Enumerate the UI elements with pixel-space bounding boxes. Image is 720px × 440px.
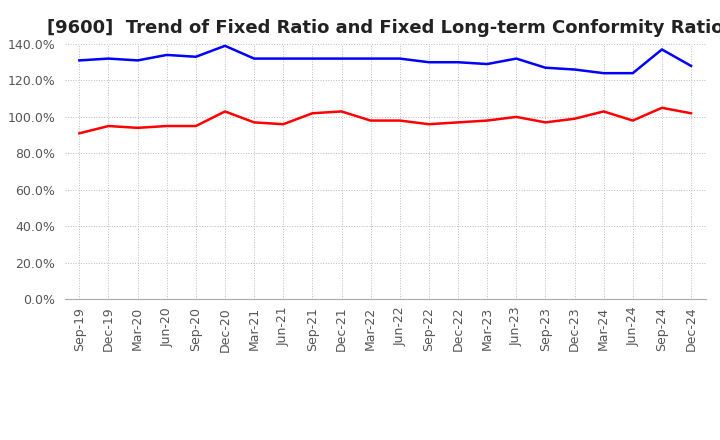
Line: Fixed Ratio: Fixed Ratio	[79, 46, 691, 73]
Fixed Ratio	[483, 62, 492, 67]
Fixed Ratio	[570, 67, 579, 72]
Fixed Long-term Conformity Ratio	[104, 123, 113, 128]
Fixed Long-term Conformity Ratio	[250, 120, 258, 125]
Fixed Ratio	[599, 70, 608, 76]
Fixed Ratio	[104, 56, 113, 61]
Fixed Long-term Conformity Ratio	[337, 109, 346, 114]
Fixed Ratio	[687, 63, 696, 69]
Fixed Long-term Conformity Ratio	[541, 120, 550, 125]
Fixed Long-term Conformity Ratio	[454, 120, 462, 125]
Fixed Ratio	[425, 59, 433, 65]
Fixed Long-term Conformity Ratio	[75, 131, 84, 136]
Fixed Long-term Conformity Ratio	[395, 118, 404, 123]
Fixed Ratio	[395, 56, 404, 61]
Fixed Ratio	[629, 70, 637, 76]
Fixed Long-term Conformity Ratio	[425, 121, 433, 127]
Fixed Ratio	[133, 58, 142, 63]
Fixed Ratio	[163, 52, 171, 58]
Legend: Fixed Ratio, Fixed Long-term Conformity Ratio: Fixed Ratio, Fixed Long-term Conformity …	[165, 439, 606, 440]
Fixed Long-term Conformity Ratio	[366, 118, 375, 123]
Fixed Long-term Conformity Ratio	[163, 123, 171, 128]
Fixed Ratio	[366, 56, 375, 61]
Fixed Long-term Conformity Ratio	[220, 109, 229, 114]
Fixed Ratio	[75, 58, 84, 63]
Line: Fixed Long-term Conformity Ratio: Fixed Long-term Conformity Ratio	[79, 108, 691, 133]
Fixed Long-term Conformity Ratio	[308, 110, 317, 116]
Fixed Long-term Conformity Ratio	[687, 110, 696, 116]
Fixed Long-term Conformity Ratio	[133, 125, 142, 131]
Fixed Long-term Conformity Ratio	[483, 118, 492, 123]
Fixed Long-term Conformity Ratio	[279, 121, 287, 127]
Fixed Ratio	[308, 56, 317, 61]
Fixed Long-term Conformity Ratio	[657, 105, 666, 110]
Fixed Ratio	[512, 56, 521, 61]
Fixed Ratio	[220, 43, 229, 48]
Fixed Long-term Conformity Ratio	[629, 118, 637, 123]
Fixed Ratio	[454, 59, 462, 65]
Fixed Long-term Conformity Ratio	[192, 123, 200, 128]
Fixed Ratio	[657, 47, 666, 52]
Fixed Ratio	[192, 54, 200, 59]
Fixed Ratio	[541, 65, 550, 70]
Fixed Long-term Conformity Ratio	[512, 114, 521, 120]
Fixed Long-term Conformity Ratio	[570, 116, 579, 121]
Fixed Long-term Conformity Ratio	[599, 109, 608, 114]
Fixed Ratio	[279, 56, 287, 61]
Fixed Ratio	[250, 56, 258, 61]
Title: [9600]  Trend of Fixed Ratio and Fixed Long-term Conformity Ratio: [9600] Trend of Fixed Ratio and Fixed Lo…	[47, 19, 720, 37]
Fixed Ratio	[337, 56, 346, 61]
